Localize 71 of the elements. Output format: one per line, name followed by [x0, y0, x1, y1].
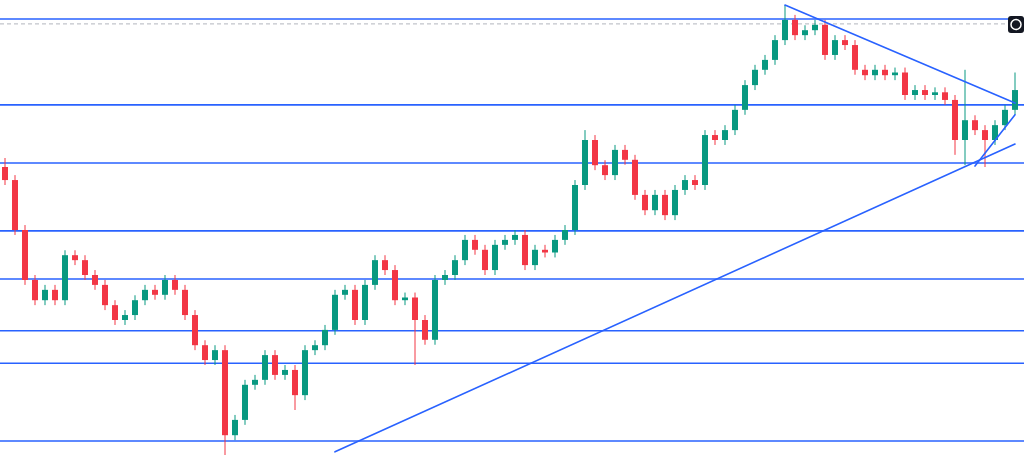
- candlestick: [792, 14, 798, 41]
- candlestick: [542, 244, 548, 258]
- candlestick: [782, 4, 788, 46]
- candlestick: [272, 349, 278, 381]
- candlestick: [712, 129, 718, 146]
- candlestick: [502, 234, 508, 251]
- candlestick: [282, 364, 288, 381]
- candlestick: [162, 274, 168, 301]
- candlestick: [142, 284, 148, 306]
- candlestick: [552, 234, 558, 258]
- candlestick: [1002, 104, 1008, 131]
- candlestick: [212, 344, 218, 366]
- candlestick: [92, 269, 98, 291]
- candlestick: [562, 224, 568, 246]
- candlestick: [932, 86, 938, 101]
- candlestick: [102, 279, 108, 311]
- candlestick: [32, 274, 38, 306]
- candlestick: [602, 159, 608, 181]
- candlestick: [812, 19, 818, 36]
- candlestick: [122, 309, 128, 326]
- candlestick: [232, 414, 238, 441]
- candlestick: [662, 189, 668, 221]
- candlestick: [682, 174, 688, 196]
- candlestick: [882, 64, 888, 81]
- candlestick: [452, 254, 458, 281]
- candlestick: [872, 64, 878, 81]
- candlestick: [52, 284, 58, 306]
- candlestick: [642, 189, 648, 216]
- candlestick: [722, 124, 728, 146]
- candlestick: [462, 234, 468, 266]
- candlestick: [692, 174, 698, 191]
- candlestick: [972, 114, 978, 136]
- candlestick: [992, 119, 998, 146]
- candlestick: [252, 374, 258, 391]
- candlestick: [652, 189, 658, 216]
- candlestick: [412, 292, 418, 366]
- candlestick: [512, 229, 518, 246]
- candlestick: [132, 294, 138, 321]
- candlestick: [322, 324, 328, 351]
- candlestick: [172, 274, 178, 296]
- candlestick: [422, 314, 428, 346]
- candlestick: [472, 234, 478, 256]
- candlestick: [1012, 72, 1018, 116]
- candlestick: [762, 54, 768, 76]
- candlestick: [72, 249, 78, 266]
- candlestick: [772, 34, 778, 66]
- candlestick: [732, 104, 738, 136]
- candlestick: [152, 284, 158, 301]
- candlestick: [312, 339, 318, 356]
- candlestick: [962, 69, 968, 166]
- candlestick: [912, 84, 918, 101]
- candlestick: [832, 34, 838, 61]
- candlestick: [202, 339, 208, 366]
- candlestick: [752, 64, 758, 91]
- candlestick: [922, 84, 928, 101]
- candlestick: [342, 284, 348, 301]
- candlestick: [622, 144, 628, 166]
- candlestick: [42, 284, 48, 306]
- candlestick: [532, 244, 538, 271]
- candlestick: [2, 157, 8, 186]
- candlestick: [982, 124, 988, 168]
- candlestick: [802, 24, 808, 41]
- candlestick: [112, 299, 118, 326]
- candlestick: [942, 86, 948, 106]
- candlestick: [442, 269, 448, 286]
- candlestick: [842, 34, 848, 51]
- candlestick: [382, 254, 388, 276]
- candlestick: [82, 254, 88, 281]
- candlestick: [862, 64, 868, 81]
- candlestick: [482, 244, 488, 276]
- candlestick: [902, 67, 908, 101]
